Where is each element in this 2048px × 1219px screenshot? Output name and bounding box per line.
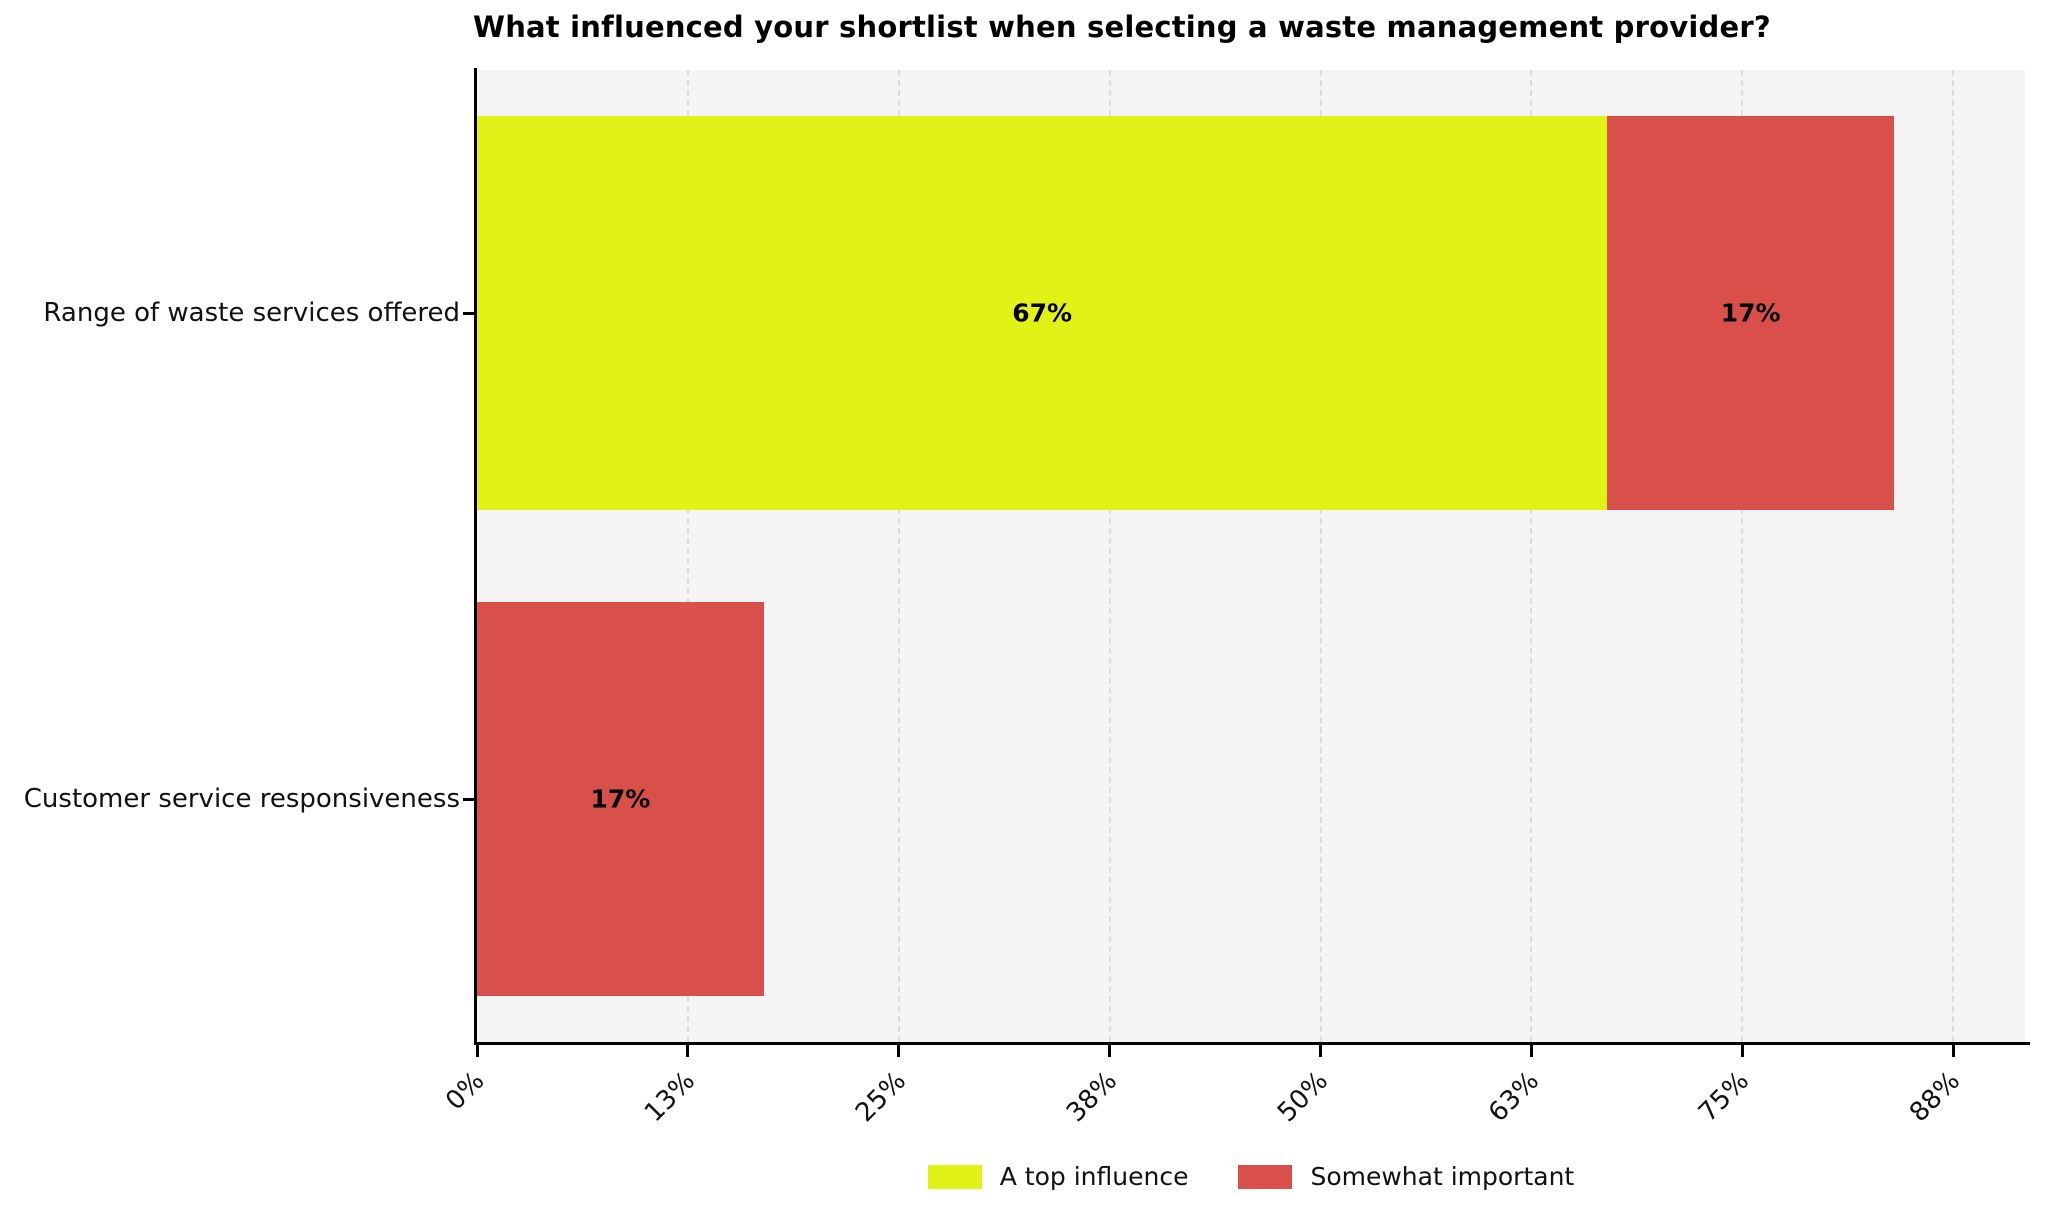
x-tick — [1108, 1045, 1112, 1057]
gridline — [1952, 70, 1955, 1042]
legend-swatch — [1238, 1164, 1293, 1189]
x-tick-label: 13% — [639, 1066, 702, 1129]
x-tick-label: 38% — [1060, 1066, 1123, 1129]
bar-value-label: 67% — [1012, 298, 1073, 328]
x-tick — [475, 1045, 479, 1057]
legend-swatch — [927, 1164, 982, 1189]
gridline — [1319, 70, 1322, 1042]
legend-item: A top influence — [927, 1162, 1189, 1191]
x-tick-label: 0% — [439, 1066, 491, 1117]
x-tick-label: 75% — [1693, 1066, 1756, 1129]
bar-segment — [1607, 116, 1895, 510]
y-tick — [463, 311, 475, 315]
legend-label: Somewhat important — [1310, 1162, 1575, 1191]
gridline — [1108, 70, 1111, 1042]
axis-bottom-spine — [474, 1042, 2030, 1045]
bar-segment — [477, 116, 1608, 510]
legend-label: A top influence — [999, 1162, 1189, 1191]
x-tick — [1951, 1045, 1955, 1057]
x-tick — [1319, 1045, 1322, 1057]
x-tick — [1529, 1045, 1533, 1057]
gridline — [1741, 70, 1744, 1042]
axis-left-spine — [474, 68, 477, 1045]
bar-segment — [477, 602, 764, 996]
x-tick — [1740, 1045, 1744, 1057]
gridline — [686, 70, 689, 1042]
x-tick — [897, 1045, 901, 1057]
x-tick-label: 88% — [1904, 1066, 1967, 1129]
chart-legend: A top influence Somewhat important — [477, 1162, 2025, 1191]
legend-item: Somewhat important — [1238, 1162, 1574, 1191]
gridline — [1530, 70, 1533, 1042]
gridline — [897, 70, 900, 1042]
bar-value-label: 17% — [590, 784, 651, 814]
category-label: Customer service responsiveness — [23, 784, 460, 814]
x-tick-label: 50% — [1271, 1066, 1334, 1129]
y-tick — [463, 797, 475, 801]
x-tick-label: 25% — [849, 1066, 912, 1129]
x-tick-label: 63% — [1482, 1066, 1545, 1129]
x-tick — [686, 1045, 690, 1057]
category-label: Range of waste services offered — [43, 298, 460, 328]
chart-title: What influenced your shortlist when sele… — [473, 10, 1771, 44]
bar-value-label: 17% — [1720, 298, 1781, 328]
